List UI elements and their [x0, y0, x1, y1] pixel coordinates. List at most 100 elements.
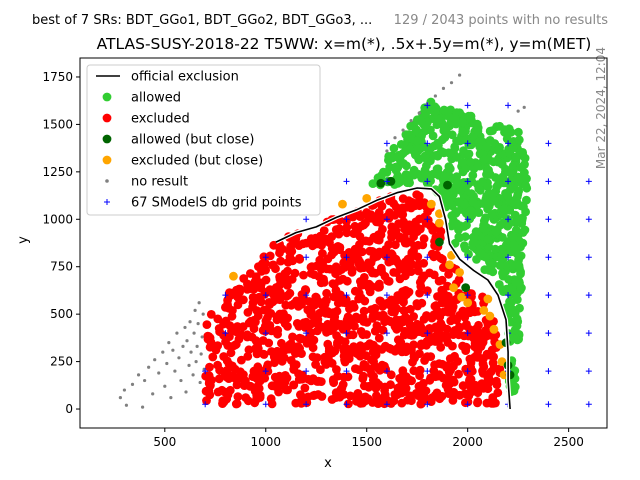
excluded-point [430, 301, 440, 311]
excluded-point [454, 369, 463, 379]
allowed-point [411, 150, 420, 160]
excluded-point [387, 249, 396, 258]
excluded-point [365, 237, 374, 246]
excluded-point [377, 214, 386, 223]
allowed-point [447, 201, 457, 211]
excluded-point [402, 202, 411, 212]
excluded-point [234, 293, 243, 303]
no-result-point [197, 301, 201, 305]
excluded-point [482, 398, 492, 408]
grid-point-marker [343, 254, 350, 261]
excluded-point [392, 295, 401, 304]
excluded-point [264, 338, 274, 348]
legend-label: no result [131, 175, 188, 190]
allowed-point [511, 290, 520, 300]
excluded-point [362, 330, 371, 339]
excluded-point [377, 265, 386, 274]
no-result-point [385, 149, 389, 153]
excluded-point [222, 356, 232, 366]
excluded-point [405, 320, 415, 330]
allowed-point [399, 159, 408, 168]
allowed-point [473, 180, 483, 190]
legend-marker-swatch [102, 92, 112, 102]
no-result-point [522, 105, 526, 109]
legend-marker-swatch [102, 113, 112, 123]
excluded-point [402, 342, 412, 352]
legend-items: official exclusion allowed excluded allowed… [96, 70, 302, 211]
grid-point-marker [505, 140, 512, 147]
excluded-point [387, 233, 396, 242]
excluded-point [441, 380, 451, 390]
y-tick-label: 1500 [42, 117, 73, 131]
excluded-point [357, 247, 367, 257]
excluded-point [267, 381, 277, 391]
no-result-point [143, 378, 147, 383]
grid-point-marker [202, 368, 209, 375]
excluded-point [308, 352, 318, 362]
excluded-point [409, 232, 418, 242]
excluded-point [252, 366, 262, 375]
allowed-point [471, 227, 481, 237]
excluded-point [312, 377, 322, 386]
no-result-point [189, 350, 193, 354]
no-result-point [185, 339, 189, 343]
allowed-point [460, 244, 470, 253]
excluded-point [409, 340, 418, 350]
allowed-point [421, 168, 431, 178]
excluded-point [470, 352, 480, 362]
grid-point-marker [383, 401, 390, 408]
no-result-point [183, 325, 187, 330]
excluded-point [475, 383, 485, 393]
excluded-point [237, 330, 247, 339]
excluded-point [373, 311, 383, 320]
excluded-point [460, 313, 470, 322]
allowed-point [492, 182, 501, 192]
excluded-point [283, 291, 293, 300]
allowed-point [476, 136, 486, 146]
excluded-point [415, 214, 424, 224]
excluded-point [365, 365, 375, 374]
excluded-point [352, 396, 361, 406]
allowed-point [458, 117, 467, 127]
excluded-point [339, 344, 348, 354]
excluded-point [384, 277, 394, 286]
no-result-point [449, 81, 454, 85]
allowed-point [467, 189, 476, 199]
grid-point-marker [383, 178, 390, 185]
no-result-point [191, 373, 195, 377]
excluded-point [403, 254, 413, 264]
y-tick-label: 1250 [42, 165, 73, 179]
grid-point-marker [585, 178, 592, 185]
legend-label: allowed [131, 91, 181, 106]
allowed-close-point [386, 176, 396, 186]
excluded-point [337, 265, 346, 274]
excluded-point [311, 360, 320, 369]
no-result-point [124, 403, 129, 407]
y-tick-label: 250 [50, 355, 73, 369]
excluded-point [299, 270, 308, 280]
allowed-point [458, 127, 468, 137]
excluded-point [386, 380, 395, 390]
x-tick-label: 500 [153, 435, 176, 449]
excluded-point [451, 328, 460, 338]
grid-point-marker [383, 216, 390, 223]
excluded-close-point [449, 283, 458, 292]
no-result-point [179, 378, 183, 383]
excluded-point [419, 271, 429, 281]
excluded-point [373, 363, 382, 373]
excluded-point [436, 330, 446, 340]
allowed-point [501, 168, 510, 177]
no-result-point [140, 405, 145, 409]
allowed-point [411, 125, 421, 135]
grid-point-marker [424, 216, 431, 223]
allowed-point [495, 261, 505, 270]
allowed-point [478, 199, 488, 208]
grid-point-marker [222, 292, 229, 299]
excluded-point [227, 372, 237, 382]
excluded-point [368, 347, 378, 356]
grid-point-marker [505, 254, 512, 261]
excluded-point [260, 258, 270, 268]
excluded-point [353, 254, 363, 264]
excluded-point [270, 372, 280, 382]
excluded-point [420, 356, 429, 365]
